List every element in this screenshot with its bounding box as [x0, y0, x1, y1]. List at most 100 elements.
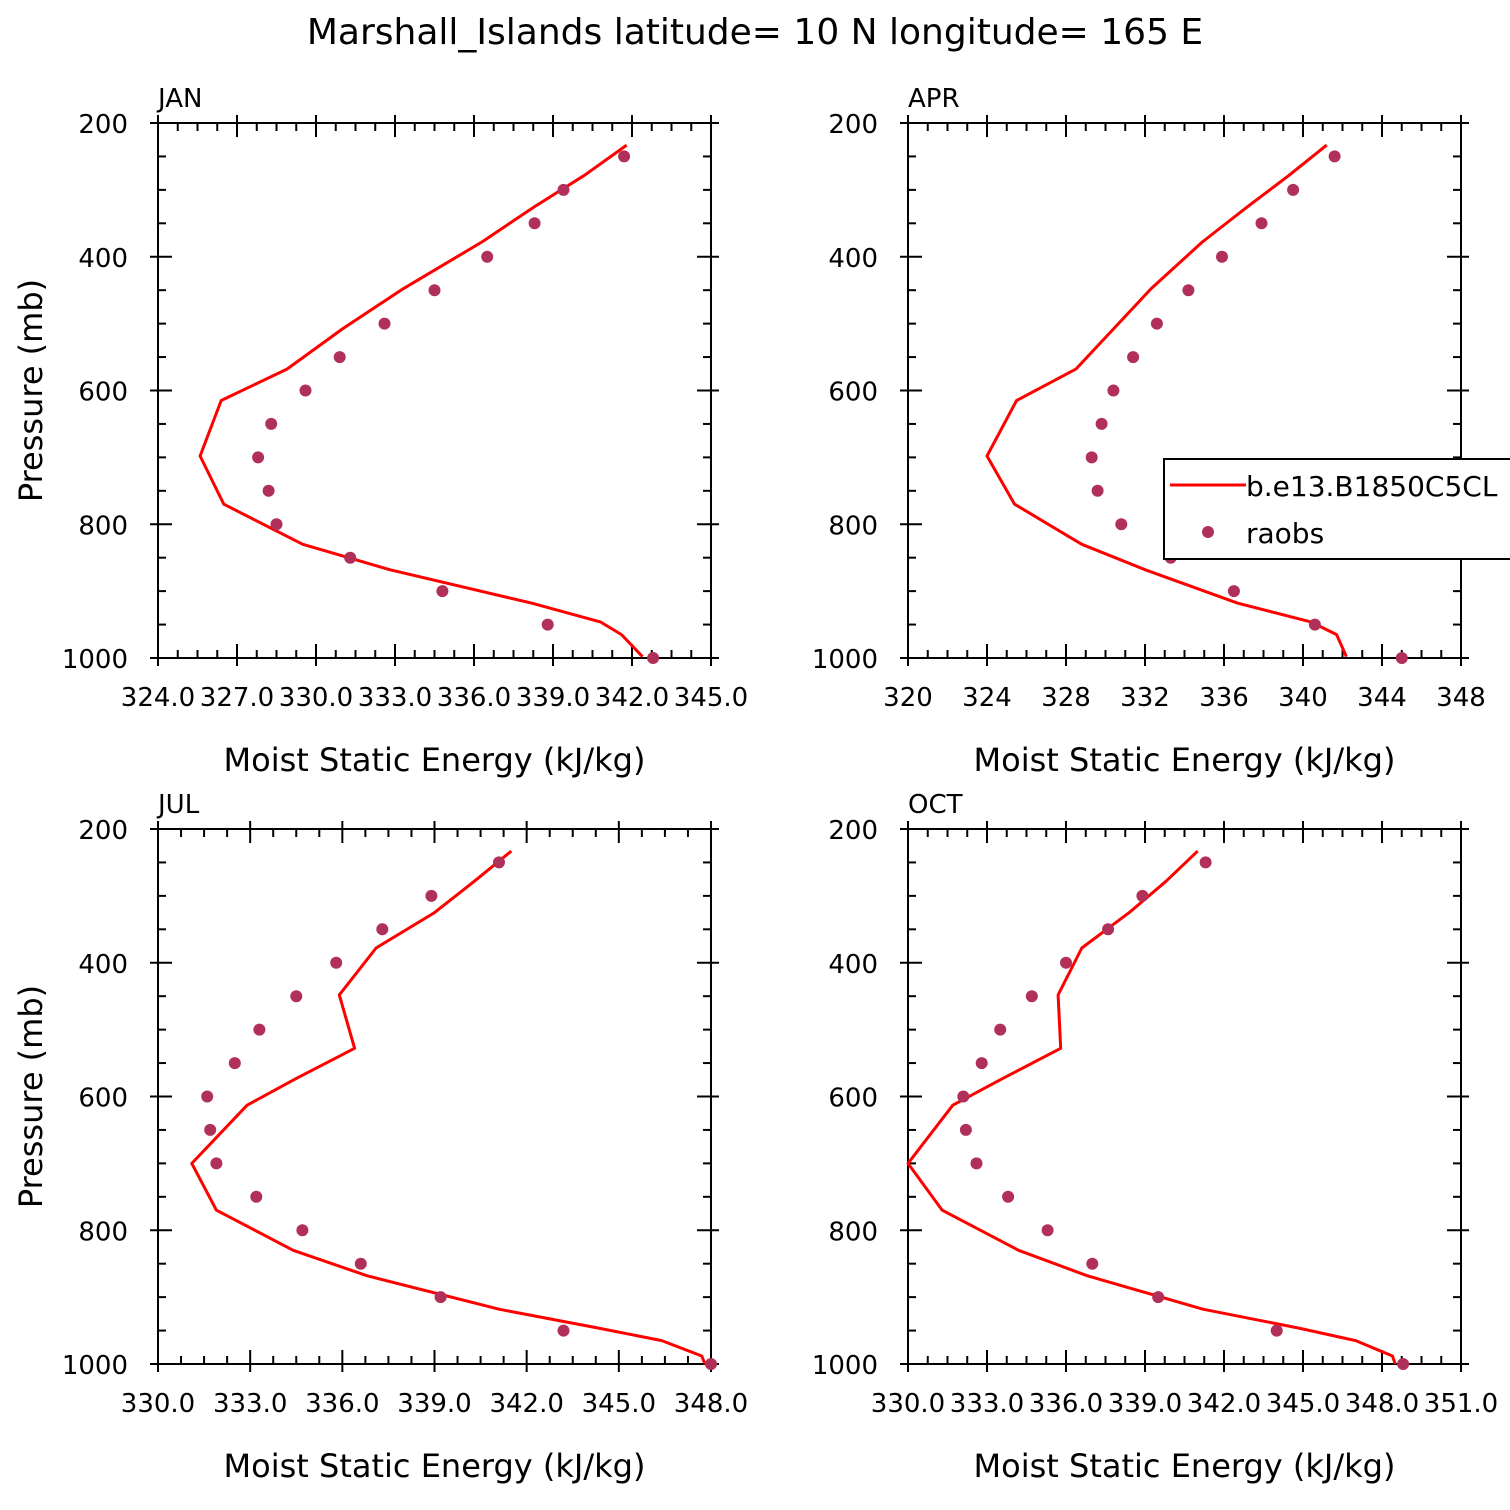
- x-tick-label: 348.0: [674, 1389, 748, 1419]
- raobs-point: [262, 484, 275, 497]
- raobs-point: [705, 1358, 717, 1370]
- x-tick-label: 344: [1357, 683, 1407, 713]
- x-tick-label: 351.0: [1424, 1389, 1498, 1419]
- raobs-point: [557, 1324, 570, 1337]
- y-axis-title: Pressure (mb): [12, 985, 50, 1208]
- raobs-point: [252, 451, 265, 464]
- y-tick-label: 400: [828, 244, 878, 274]
- x-axis-title: Moist Static Energy (kJ/kg): [224, 1447, 646, 1485]
- raobs-point: [1041, 1224, 1054, 1237]
- raobs-point: [434, 1291, 447, 1304]
- legend-marker-swatch: [1202, 526, 1214, 538]
- model-series-line: [906, 850, 1397, 1365]
- raobs-point: [330, 956, 343, 969]
- raobs-point: [299, 384, 312, 397]
- raobs-point: [1199, 856, 1212, 869]
- raobs-point: [1086, 1257, 1099, 1270]
- y-tick-label: 1000: [812, 645, 878, 675]
- raobs-point: [1397, 1358, 1410, 1370]
- y-tick-label: 400: [78, 244, 128, 274]
- raobs-point: [250, 1190, 263, 1203]
- raobs-point: [265, 417, 278, 430]
- raobs-point: [253, 1023, 266, 1036]
- panel-jul: JUL 200 400 600 800 1000 330.0 333.0 336.0 339.0 3…: [12, 790, 748, 1485]
- raobs-point: [994, 1023, 1007, 1036]
- raobs-point: [1136, 889, 1149, 902]
- x-tick-label: 324: [962, 683, 1012, 713]
- y-tick-label: 400: [828, 950, 878, 980]
- raobs-point: [428, 284, 441, 297]
- y-tick-label: 1000: [812, 1351, 878, 1381]
- y-tick-label: 400: [78, 950, 128, 980]
- raobs-point: [354, 1257, 367, 1270]
- raobs-point: [557, 183, 570, 196]
- raobs-point: [1270, 1324, 1283, 1337]
- x-tick-label: 345.0: [1266, 1389, 1340, 1419]
- raobs-point: [970, 1157, 983, 1170]
- raobs-point: [1150, 317, 1163, 330]
- raobs-point: [975, 1057, 988, 1070]
- panel-label: OCT: [908, 790, 963, 820]
- legend-box: [1163, 458, 1510, 560]
- raobs-point: [296, 1224, 309, 1237]
- raobs-point: [378, 317, 391, 330]
- legend: b.e13.B1850C5CL raobs: [1163, 458, 1510, 560]
- raobs-point: [618, 150, 631, 163]
- y-tick-label: 200: [828, 816, 878, 846]
- x-tick-label: 330.0: [121, 1389, 195, 1419]
- y-tick-label: 200: [78, 110, 128, 140]
- raobs-point: [541, 618, 554, 631]
- raobs-point: [1002, 1190, 1015, 1203]
- figure-title: Marshall_Islands latitude= 10 N longitud…: [307, 12, 1203, 53]
- raobs-point: [1060, 956, 1072, 969]
- raobs-point: [493, 856, 505, 869]
- y-tick-label: 1000: [62, 645, 128, 675]
- x-tick-label: 328: [1041, 683, 1091, 713]
- model-series-line: [198, 143, 644, 658]
- raobs-point: [270, 518, 283, 531]
- raobs-point: [1085, 451, 1098, 464]
- raobs-point: [1152, 1291, 1165, 1304]
- y-tick-label: 600: [828, 378, 878, 408]
- x-tick-label: 320: [883, 683, 933, 713]
- x-tick-label: 342.0: [489, 1389, 563, 1419]
- x-tick-label: 333.0: [213, 1389, 287, 1419]
- x-tick-label: 339.0: [397, 1389, 471, 1419]
- raobs-point: [481, 250, 494, 263]
- raobs-point: [1107, 384, 1120, 397]
- x-tick-label: 339.0: [516, 683, 590, 713]
- x-axis-title: Moist Static Energy (kJ/kg): [974, 1447, 1396, 1485]
- x-tick-label: 324.0: [121, 683, 195, 713]
- raobs-point: [959, 1123, 972, 1136]
- raobs-point: [1227, 585, 1240, 598]
- x-axis-title: Moist Static Energy (kJ/kg): [974, 741, 1396, 779]
- raobs-point: [1287, 183, 1300, 196]
- x-tick-label: 330.0: [871, 1389, 945, 1419]
- y-tick-label: 800: [828, 511, 878, 541]
- x-tick-label: 345.0: [582, 1389, 656, 1419]
- y-tick-label: 600: [78, 1084, 128, 1114]
- raobs-point: [647, 652, 660, 664]
- raobs-point: [344, 551, 357, 564]
- y-tick-label: 600: [828, 1084, 878, 1114]
- raobs-point: [1395, 652, 1408, 664]
- x-tick-label: 340: [1278, 683, 1328, 713]
- x-axis-title: Moist Static Energy (kJ/kg): [224, 741, 646, 779]
- x-tick-label: 336: [1199, 683, 1249, 713]
- x-tick-label: 348.0: [1345, 1389, 1419, 1419]
- x-tick-label: 336.0: [1029, 1389, 1103, 1419]
- legend-label-model: b.e13.B1850C5CL: [1246, 470, 1498, 503]
- legend-label-raobs: raobs: [1246, 517, 1324, 550]
- raobs-point: [290, 990, 303, 1003]
- x-tick-label: 336.0: [305, 1389, 379, 1419]
- x-tick-label: 339.0: [1108, 1389, 1182, 1419]
- raobs-point: [1102, 923, 1115, 936]
- raobs-point: [1115, 518, 1128, 531]
- raobs-point: [204, 1123, 217, 1136]
- x-tick-label: 345.0: [674, 683, 748, 713]
